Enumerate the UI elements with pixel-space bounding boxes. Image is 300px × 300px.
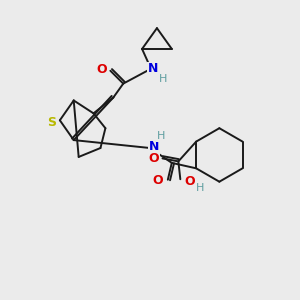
Text: H: H (196, 183, 204, 193)
Text: S: S (47, 116, 56, 129)
Text: O: O (153, 174, 163, 187)
Text: O: O (148, 152, 159, 165)
Text: N: N (149, 140, 159, 152)
Text: O: O (184, 175, 195, 188)
Text: H: H (157, 131, 165, 141)
Text: H: H (159, 74, 167, 84)
Text: N: N (148, 62, 158, 75)
Text: O: O (96, 63, 107, 76)
